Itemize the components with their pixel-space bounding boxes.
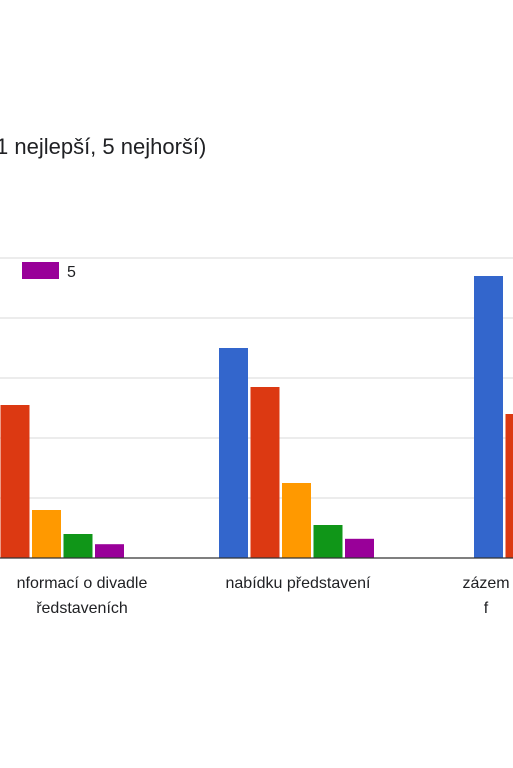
legend: 5 — [22, 262, 76, 281]
legend-swatch-5 — [22, 262, 59, 279]
bar-cat1-series-2 — [250, 387, 280, 558]
bar-cat0-series-2 — [0, 405, 30, 558]
bar-cat1-series-1 — [219, 348, 248, 558]
gridlines — [0, 257, 513, 499]
legend-label-5: 5 — [67, 264, 76, 281]
category-label: ředstaveních — [36, 600, 128, 617]
category-label: nformací o divadle — [17, 575, 148, 592]
bar-cat1-series-5 — [345, 538, 374, 558]
chart-title: 1 nejlepší, 5 nejhorší) — [0, 134, 206, 159]
category-label: zázem — [462, 575, 509, 592]
category-labels: nformací o divadle ředstaveních nabídku př… — [17, 575, 510, 617]
bar-cat2-series-2 — [505, 414, 513, 558]
category-label: nabídku představení — [226, 575, 372, 592]
bar-cat0-series-3 — [32, 510, 61, 558]
bar-cat2-series-1 — [474, 276, 503, 558]
bars — [0, 276, 513, 558]
category-label: f — [484, 600, 489, 617]
bar-cat0-series-5 — [95, 544, 124, 558]
bar-cat1-series-4 — [313, 525, 343, 558]
bar-cat1-series-3 — [282, 483, 311, 558]
bar-cat0-series-4 — [63, 534, 93, 558]
